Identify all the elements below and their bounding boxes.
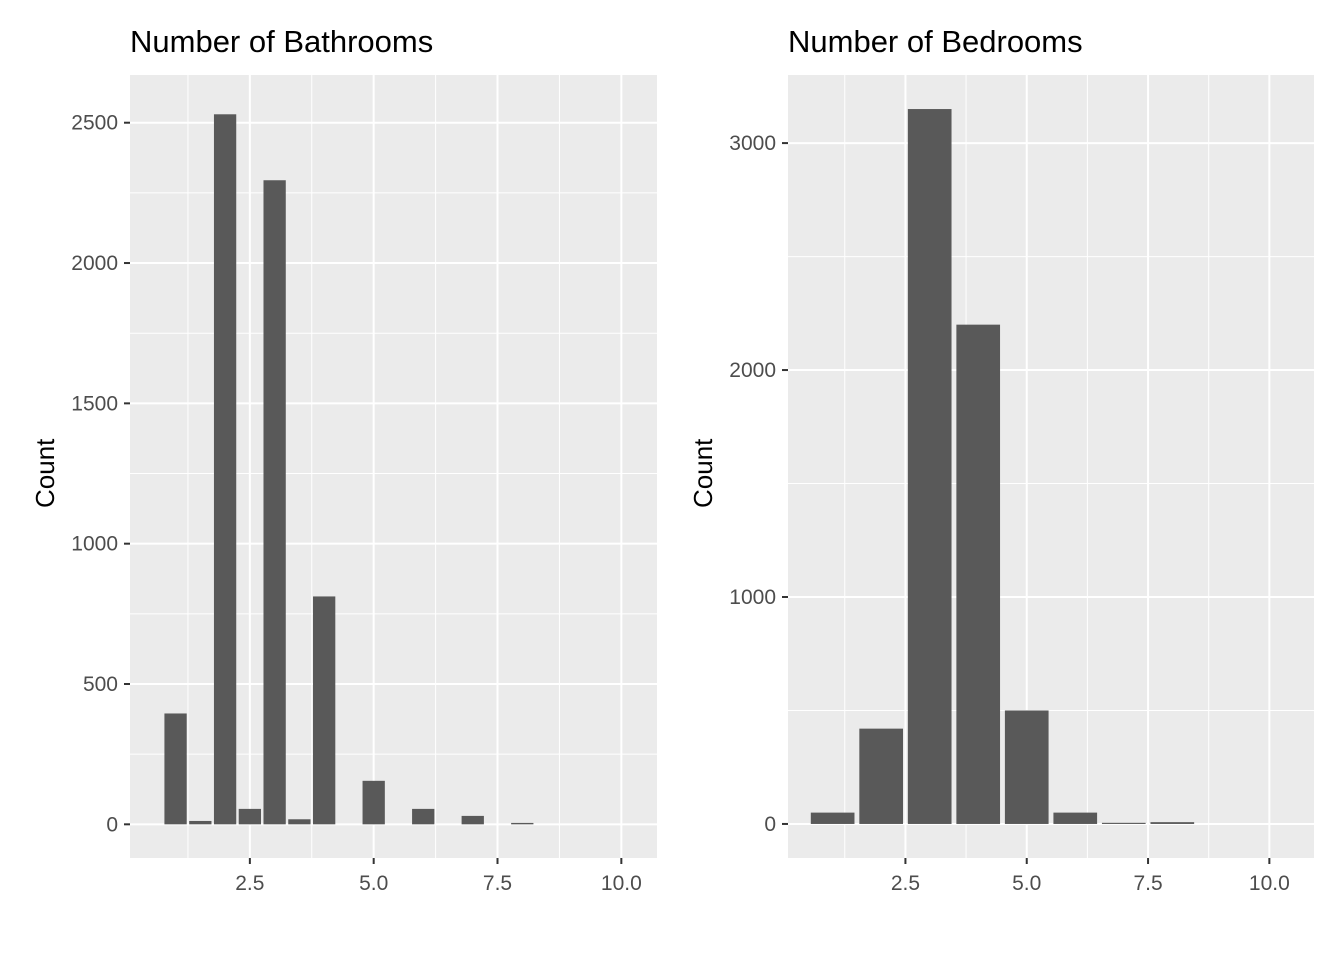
bar [288,819,311,825]
bar [263,180,286,825]
y-tick-label: 2000 [71,252,118,275]
x-tick-label: 10.0 [601,872,642,895]
bar [362,780,385,825]
y-tick-label: 0 [106,813,118,836]
bar [1150,822,1195,824]
y-tick-label: 500 [83,673,118,696]
bar [189,820,212,825]
bar [511,822,534,825]
x-tick-label: 5.0 [359,872,388,895]
bar [1053,812,1098,824]
x-tick-label: 7.5 [1133,872,1162,895]
y-tick-label: 2000 [729,359,776,382]
x-tick-label: 2.5 [235,872,264,895]
y-tick-label: 0 [764,813,776,836]
x-tick-label: 2.5 [891,872,920,895]
bedrooms-plot: 2.5 5.0 7.5 10.0 0 1000 2000 3000 [729,75,1314,895]
bathrooms-plot: 2.5 5.0 7.5 10.0 0 500 1000 1500 2000 2500 [71,75,657,895]
chart-title: Number of Bedrooms [788,24,1083,59]
y-tick-label: 3000 [729,132,776,155]
y-tick-label: 2500 [71,112,118,135]
bar [461,815,484,825]
bar [907,109,952,824]
x-tick-label: 10.0 [1249,872,1290,895]
x-tick-label: 7.5 [483,872,512,895]
bar [313,596,336,825]
bar [213,114,237,825]
bar [412,808,435,825]
x-tick-label: 5.0 [1012,872,1041,895]
bathrooms-chart-panel: Number of Bathrooms Count 2.5 5.0 7.5 10.0 0… [30,24,657,895]
chart-title: Number of Bathrooms [130,24,434,59]
bar [859,728,904,824]
plot-background [788,75,1314,858]
bar [238,808,262,825]
bar [956,324,1001,824]
bar [1101,822,1146,824]
y-tick-label: 1000 [729,586,776,609]
bar [1004,710,1049,824]
y-tick-label: 1000 [71,533,118,556]
y-tick-label: 1500 [71,392,118,415]
bedrooms-chart-panel: Number of Bedrooms Count 2.5 5.0 7.5 10.0 0 1… [672,0,1344,960]
bar [810,812,855,824]
bar [164,713,187,825]
